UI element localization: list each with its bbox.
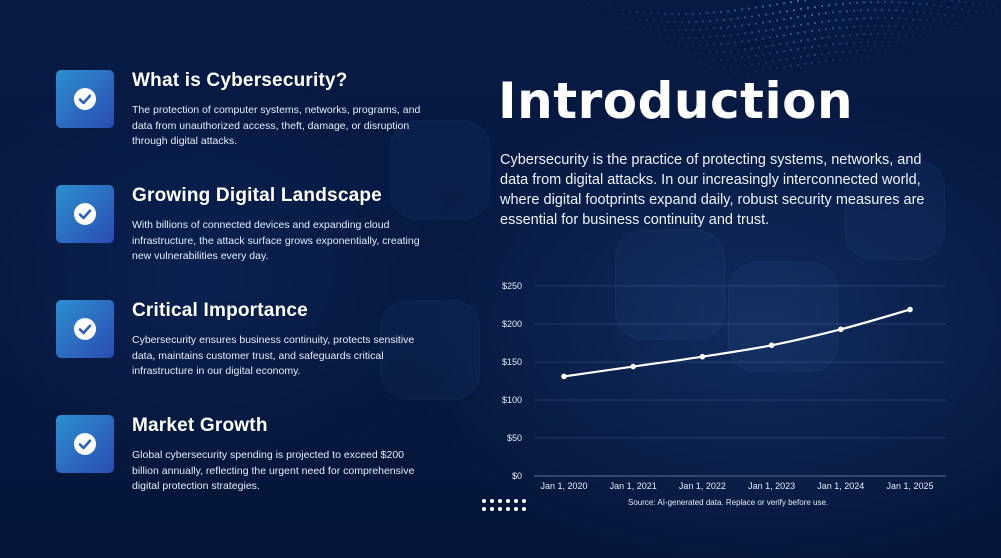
y-tick-label: $0: [512, 471, 522, 481]
data-point: [838, 326, 844, 333]
decor-dot-row: [482, 499, 526, 511]
data-point: [699, 353, 706, 360]
x-tick-label: Jan 1, 2020: [540, 481, 587, 491]
series-line: [563, 308, 911, 378]
y-tick-label: $150: [502, 357, 522, 367]
data-point: [561, 373, 567, 380]
check-circle-icon: [56, 300, 114, 358]
x-tick-label: Jan 1, 2022: [679, 481, 726, 491]
x-tick-label: Jan 1, 2024: [817, 481, 864, 491]
check-circle-icon: [56, 415, 114, 473]
feature-description: With billions of connected devices and e…: [132, 219, 420, 262]
decor-tile: [390, 120, 490, 220]
feature-title: Growing Digital Landscape: [132, 185, 382, 206]
data-point: [907, 306, 913, 313]
page-title: Introduction: [498, 72, 854, 130]
x-tick-label: Jan 1, 2023: [748, 481, 795, 491]
check-circle-icon: [56, 70, 114, 128]
feature-description: Global cybersecurity spending is project…: [132, 449, 415, 492]
y-tick-label: $200: [502, 319, 522, 329]
feature-title: Critical Importance: [132, 300, 308, 321]
data-point: [768, 342, 775, 349]
check-circle-icon: [56, 185, 114, 243]
feature-description: Cybersecurity ensures business continuit…: [132, 334, 415, 377]
feature-title: Market Growth: [132, 415, 268, 436]
data-point: [630, 363, 636, 370]
feature-title: What is Cybersecurity?: [132, 70, 348, 91]
decor-tile: [728, 262, 838, 372]
decor-tile: [380, 300, 480, 400]
decor-tile: [845, 160, 945, 260]
intro-paragraph: Cybersecurity is the practice of protect…: [500, 152, 925, 228]
feature-description: The protection of computer systems, netw…: [132, 104, 421, 147]
y-tick-label: $250: [502, 281, 522, 291]
x-tick-label: Jan 1, 2021: [610, 481, 657, 491]
x-tick-label: Jan 1, 2025: [886, 481, 933, 491]
decor-tile: [615, 230, 725, 340]
decor-dots-top: [593, 0, 999, 77]
chart-source-note: Source: AI-generated data. Replace or ve…: [628, 498, 829, 507]
market-growth-chart: $0 $50 $100 $150 $200 $250 Jan 1, 2020 Jan 1, 2…: [502, 281, 946, 491]
y-tick-label: $50: [507, 433, 522, 443]
y-tick-label: $100: [502, 395, 522, 405]
